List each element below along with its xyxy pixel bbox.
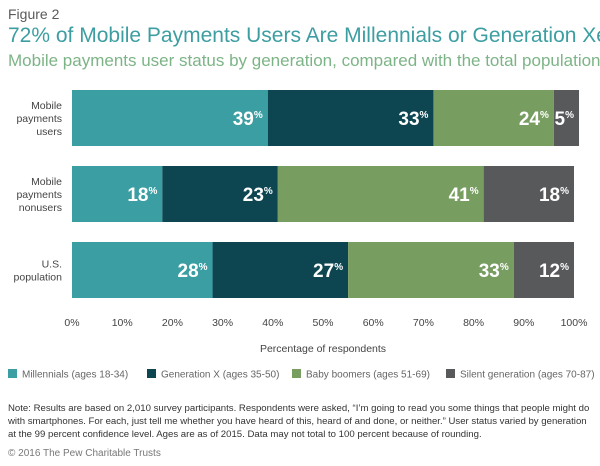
data-label: 12% (539, 261, 569, 282)
data-label: 41% (449, 185, 479, 206)
data-label: 33% (398, 109, 428, 130)
data-label: 5% (555, 109, 575, 130)
data-label: 18% (127, 185, 157, 206)
bar-segment (72, 166, 163, 222)
chart-subtitle: Mobile payments user status by generatio… (8, 51, 600, 70)
x-tick-label: 90% (513, 317, 534, 329)
footnote: Note: Results are based on 2,010 survey … (8, 403, 590, 440)
x-axis-title: Percentage of respondents (260, 343, 386, 355)
figure-label: Figure 2 (8, 6, 60, 22)
legend-label: Baby boomers (ages 51-69) (306, 370, 430, 381)
category-label: Mobile payments nonusers (16, 176, 62, 214)
bar-segment (267, 90, 434, 146)
legend-swatch (292, 369, 301, 378)
category-label: Mobile payments users (16, 100, 62, 138)
bar-segment (513, 242, 574, 298)
bar-segment (162, 166, 278, 222)
data-label: 27% (313, 261, 343, 282)
bar-segment (72, 90, 268, 146)
x-tick-label: 70% (413, 317, 434, 329)
x-tick-label: 10% (112, 317, 133, 329)
x-tick-label: 30% (212, 317, 233, 329)
category-label: U.S. population (14, 259, 63, 284)
data-label: 28% (178, 261, 208, 282)
bar-segment (72, 242, 213, 298)
data-label: 18% (539, 185, 569, 206)
stacked-bar-chart: Mobile payments users Mobile payments nonuser… (8, 90, 595, 381)
bar-segment (348, 242, 514, 298)
data-label: 23% (243, 185, 273, 206)
x-tick-label: 40% (262, 317, 283, 329)
bar-segment (433, 90, 554, 146)
x-tick-label: 20% (162, 317, 183, 329)
data-label: 39% (233, 109, 263, 130)
data-label: 33% (479, 261, 509, 282)
x-tick-label: 0% (64, 317, 79, 329)
legend-swatch (8, 369, 17, 378)
x-tick-label: 60% (363, 317, 384, 329)
bar-segment (277, 166, 484, 222)
legend-label: Silent generation (ages 70-87) (460, 370, 595, 381)
legend-label: Millennials (ages 18-34) (22, 370, 128, 381)
bar-segment (212, 242, 349, 298)
x-tick-label: 80% (463, 317, 484, 329)
x-tick-label: 100% (561, 317, 588, 329)
legend-swatch (446, 369, 455, 378)
bar-segment (553, 90, 580, 146)
chart-title: 72% of Mobile Payments Users Are Millenn… (8, 24, 600, 47)
data-label: 24% (519, 109, 549, 130)
legend-label: Generation X (ages 35-50) (161, 370, 279, 381)
bar-segment (483, 166, 574, 222)
copyright: © 2016 The Pew Charitable Trusts (8, 448, 161, 459)
legend-swatch (147, 369, 156, 378)
x-tick-label: 50% (312, 317, 333, 329)
